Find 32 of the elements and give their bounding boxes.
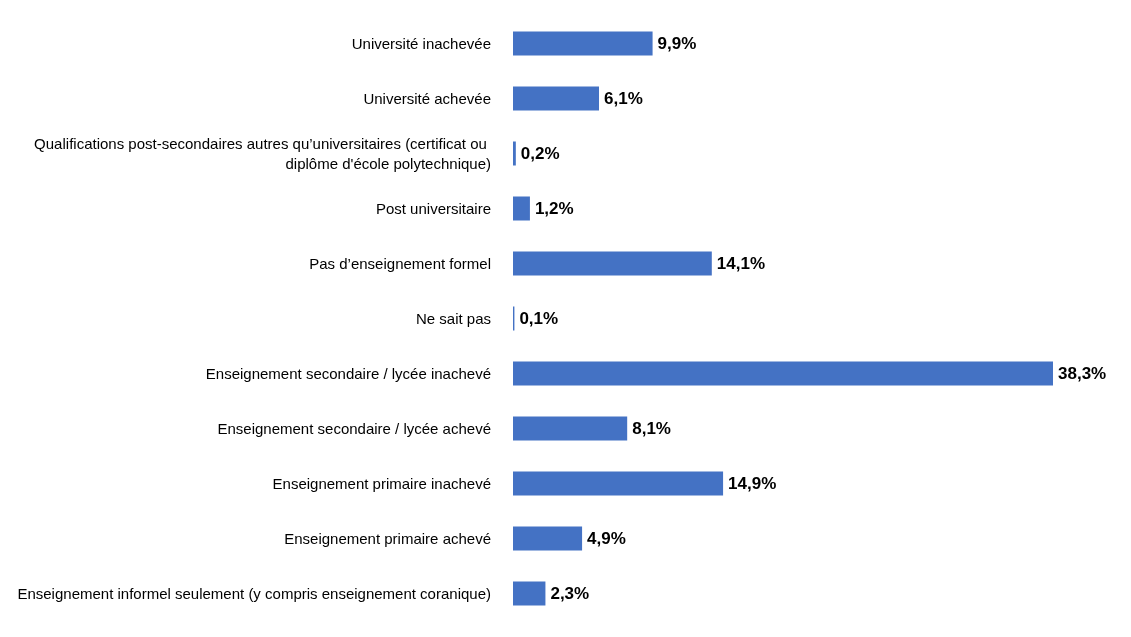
data-label: 38,3%	[1058, 364, 1107, 383]
y-tick-label: Enseignement primaire inachevé	[272, 475, 491, 492]
y-tick-label: Enseignement primaire achevé	[284, 530, 491, 547]
data-label: 14,9%	[728, 474, 777, 493]
bar	[513, 86, 600, 111]
data-label: 2,3%	[550, 584, 590, 603]
data-label: 6,1%	[604, 89, 643, 108]
bar	[513, 141, 516, 166]
bar	[513, 31, 653, 56]
bar	[513, 196, 530, 221]
y-tick-label: Qualifications post-secondaires autres qu’universitaires (certificat ou diplôme d'école polytechnique)	[34, 135, 491, 172]
y-tick-label: Enseignement informel seulement (y compris enseignement coranique)	[17, 585, 491, 602]
data-label: 1,2%	[534, 199, 574, 218]
y-tick-label: Université achevée	[363, 90, 491, 107]
data-label: 0,1%	[519, 309, 559, 328]
data-label: 14,1%	[716, 254, 765, 273]
bar	[513, 526, 583, 551]
y-tick-label: Ne sait pas	[415, 310, 491, 327]
data-label: 4,9%	[587, 529, 626, 548]
bar	[513, 471, 724, 496]
y-tick-label: Pas d’enseignement formel	[309, 255, 491, 272]
bar	[513, 581, 546, 606]
y-tick-label: Université inachevée	[351, 35, 491, 52]
bar	[513, 361, 1053, 386]
data-label: 8,1%	[632, 419, 671, 438]
data-label: 9,9%	[657, 34, 697, 53]
y-tick-label: Enseignement secondaire / lycée inachevé	[205, 365, 491, 382]
y-tick-label: Enseignement secondaire / lycée achevé	[217, 420, 491, 437]
bar	[513, 251, 712, 276]
data-label: 0,2%	[520, 144, 560, 163]
bar	[513, 416, 628, 441]
y-tick-label: Post universitaire	[375, 200, 491, 217]
